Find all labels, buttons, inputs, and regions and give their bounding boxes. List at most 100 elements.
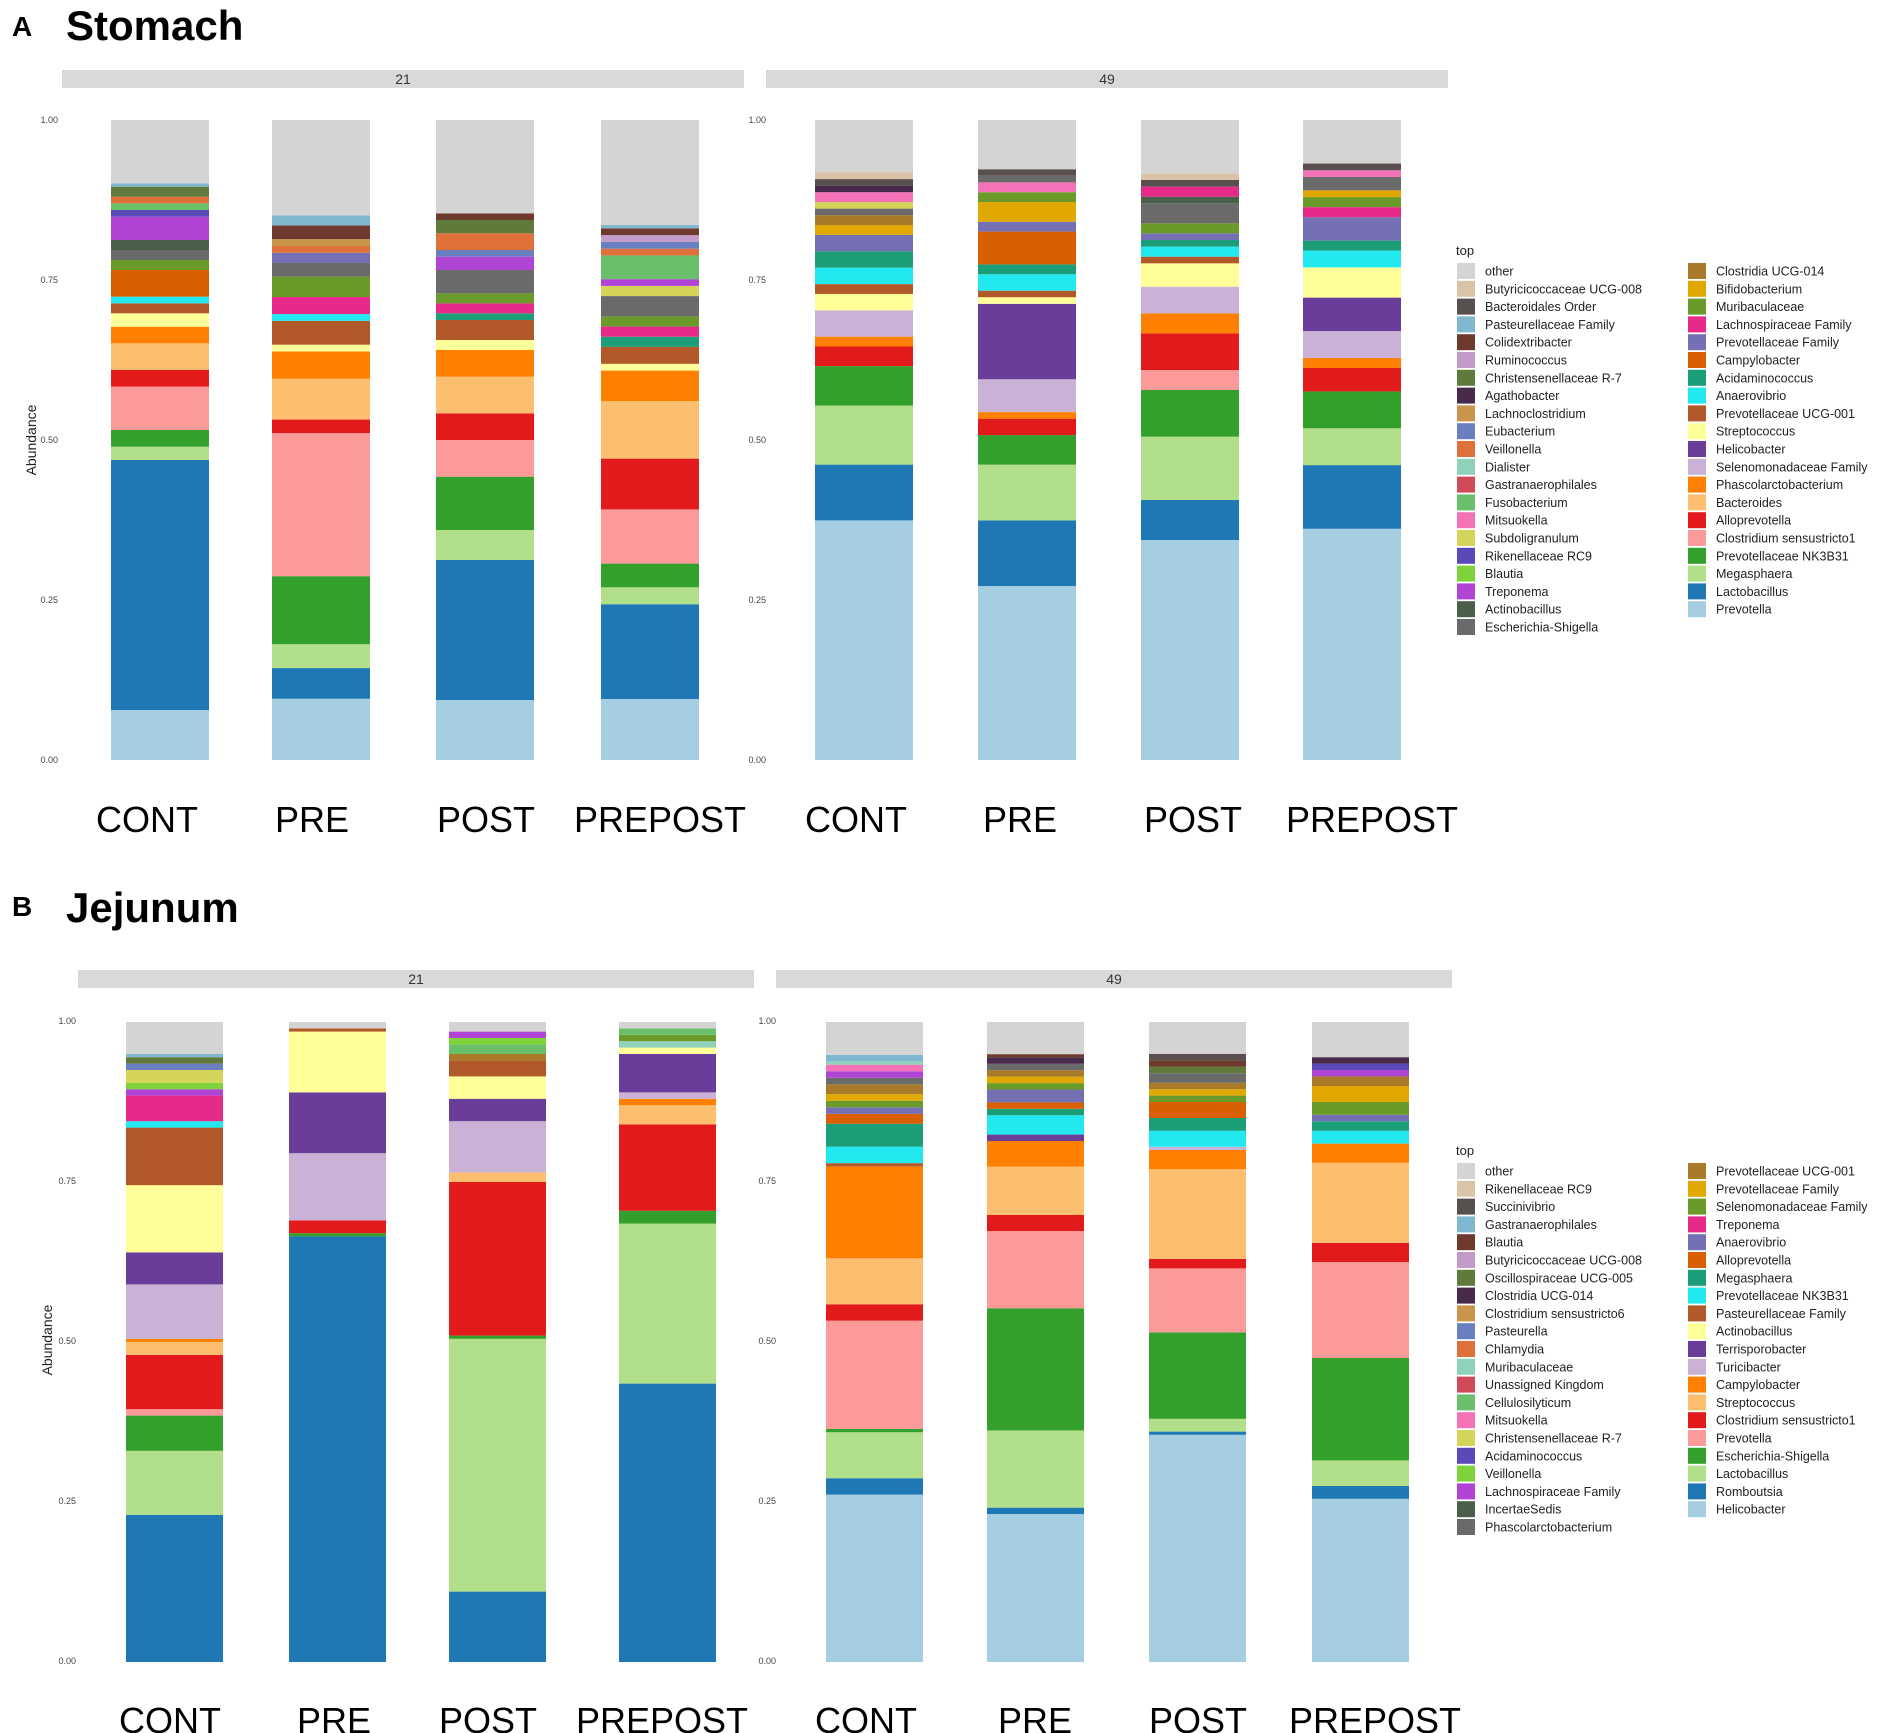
bar-segment-streptococcus — [619, 1105, 716, 1125]
legend-label: Alloprevotella — [1716, 514, 1791, 528]
bar-segment-streptococcus — [449, 1172, 546, 1182]
legend-item: Selenomonadaceae Family — [1688, 1198, 1868, 1215]
legend-item: Clostridium sensustricto1 — [1688, 530, 1856, 546]
bar-segment-prevotellaceae-nk3b31 — [1303, 391, 1401, 429]
bar-segment-prevotellaceae-nk3b31 — [1312, 1130, 1409, 1144]
x-label-pre: PRE — [275, 799, 349, 840]
legend-label: Streptococcus — [1716, 425, 1795, 439]
bar-segment-turicibacter — [1149, 1146, 1246, 1150]
bar-segment-clostridia-ucg-014 — [815, 215, 913, 226]
bar-segment-escherichia-shigella — [272, 262, 370, 277]
legend-item: Bacteroidales Order — [1457, 298, 1596, 315]
bar-segment-escherichia-shigella — [1149, 1332, 1246, 1419]
bar-segment-mitsuokella — [826, 1064, 923, 1072]
legend-item: Acidaminococcus — [1688, 369, 1813, 386]
bar-stack-post — [436, 120, 534, 760]
bar-segment-muribaculaceae — [436, 293, 534, 304]
bar-segment-phascolarctobacterium — [826, 1077, 923, 1085]
legend-swatch — [1688, 1341, 1706, 1357]
legend-swatch — [1688, 1216, 1706, 1233]
legend-item: Lachnospiraceae Family — [1457, 1483, 1621, 1500]
panel-a-letter: A — [12, 11, 32, 42]
bar-segment-other — [289, 1022, 386, 1029]
bar-segment-bifidobacterium — [1303, 190, 1401, 198]
bar-segment-bacteroidales-order — [815, 179, 913, 186]
legend-label: Anaerovibrio — [1716, 389, 1786, 403]
bar-segment-alloprevotella — [436, 413, 534, 440]
bar-segment-alloprevotella — [987, 1102, 1084, 1109]
x-label-prepost: PREPOST — [1286, 799, 1458, 840]
bar-segment-prevotellaceae-family — [1312, 1086, 1409, 1102]
y-tick-label: 1.00 — [40, 115, 58, 125]
legend-item: Escherichia-Shigella — [1688, 1447, 1829, 1464]
y-tick-label: 0.25 — [58, 1496, 76, 1506]
legend-item: Oscillospiraceae UCG-005 — [1457, 1269, 1633, 1286]
legend-swatch — [1457, 387, 1475, 404]
bar-segment-lachnospiraceae-family — [1312, 1070, 1409, 1077]
legend-label: Campylobacter — [1716, 1378, 1800, 1392]
legend-swatch — [1688, 1269, 1706, 1286]
legend-label: Mitsuokella — [1485, 1414, 1548, 1428]
legend-label: Escherichia-Shigella — [1485, 621, 1598, 635]
x-label-prepost: PREPOST — [576, 1700, 748, 1733]
bar-segment-phascolarctobacterium — [111, 326, 209, 344]
panel-b-bars-facet-21 — [126, 1022, 716, 1662]
bar-segment-prevotellaceae-nk3b31 — [272, 576, 370, 645]
bar-segment-romboutsia — [987, 1507, 1084, 1515]
bar-segment-pasteurellaceae-family — [826, 1163, 923, 1167]
panel-b-facet-strip-21 — [78, 970, 754, 988]
bar-segment-romboutsia — [826, 1478, 923, 1495]
legend-swatch — [1457, 601, 1475, 618]
bar-segment-veillonella — [601, 248, 699, 256]
legend-item: Blautia — [1457, 565, 1523, 582]
panel-b-y-ticks-49: 1.00 0.75 0.50 0.25 0.00 — [758, 1016, 776, 1666]
bar-segment-eubacterium — [436, 250, 534, 257]
legend-swatch — [1688, 1323, 1706, 1340]
bar-segment-prevotellaceae-nk3b31 — [111, 430, 209, 447]
bar-segment-colidextribacter — [272, 225, 370, 240]
legend-item: Blautia — [1457, 1234, 1523, 1251]
bar-segment-muribaculaceae — [601, 316, 699, 327]
legend-swatch — [1688, 565, 1706, 582]
legend-label: Phascolarctobacterium — [1716, 478, 1843, 492]
bar-segment-streptococcus — [1141, 263, 1239, 287]
bar-segment-other — [619, 1022, 716, 1029]
legend-swatch — [1688, 583, 1706, 600]
bar-segment-prevotella — [1149, 1268, 1246, 1333]
bar-segment-other — [126, 1022, 223, 1054]
y-tick-label: 0.50 — [748, 435, 766, 445]
legend-item: Acidaminococcus — [1457, 1447, 1582, 1464]
legend-label: Colidextribacter — [1485, 336, 1572, 350]
bar-segment-helicobacter — [978, 303, 1076, 380]
bar-segment-cellulosilyticum — [449, 1044, 546, 1054]
x-label-post: POST — [1144, 799, 1242, 840]
bar-segment-escherichia-shigella — [289, 1233, 386, 1237]
legend-swatch — [1688, 1305, 1706, 1322]
legend-item: Christensenellaceae R-7 — [1457, 1430, 1622, 1446]
bar-segment-prevotellaceae-ucg-001 — [111, 303, 209, 314]
bar-segment-streptococcus — [978, 297, 1076, 304]
panel-a-y-ticks-49: 1.00 0.75 0.50 0.25 0.00 — [748, 115, 766, 765]
legend-item: Prevotella — [1688, 601, 1772, 618]
bar-segment-colidextribacter — [601, 228, 699, 236]
legend-item: Butyricicoccaceae UCG-008 — [1457, 1252, 1642, 1268]
legend-item: Alloprevotella — [1688, 512, 1791, 529]
legend-swatch — [1688, 280, 1706, 297]
bar-segment-megasphaera — [815, 405, 913, 465]
bar-segment-prevotellaceae-ucg-001 — [987, 1070, 1084, 1077]
legend-swatch — [1457, 1519, 1475, 1535]
bar-segment-acidaminococcus — [601, 336, 699, 347]
legend-swatch — [1457, 1163, 1475, 1179]
bar-segment-escherichia-shigella — [1303, 176, 1401, 191]
bar-segment-muribaculaceae — [619, 1041, 716, 1048]
legend-label: Ruminococcus — [1485, 354, 1567, 368]
legend-swatch — [1688, 1394, 1706, 1411]
legend-label: Treponema — [1716, 1218, 1780, 1232]
legend-label: Campylobacter — [1716, 354, 1800, 368]
bar-segment-lactobacillus — [601, 604, 699, 700]
x-label-cont: CONT — [96, 799, 198, 840]
legend-label: Gastranaerophilales — [1485, 1218, 1597, 1232]
bar-segment-prevotella — [978, 586, 1076, 760]
legend-swatch — [1457, 1447, 1475, 1464]
legend-swatch — [1457, 1305, 1475, 1322]
